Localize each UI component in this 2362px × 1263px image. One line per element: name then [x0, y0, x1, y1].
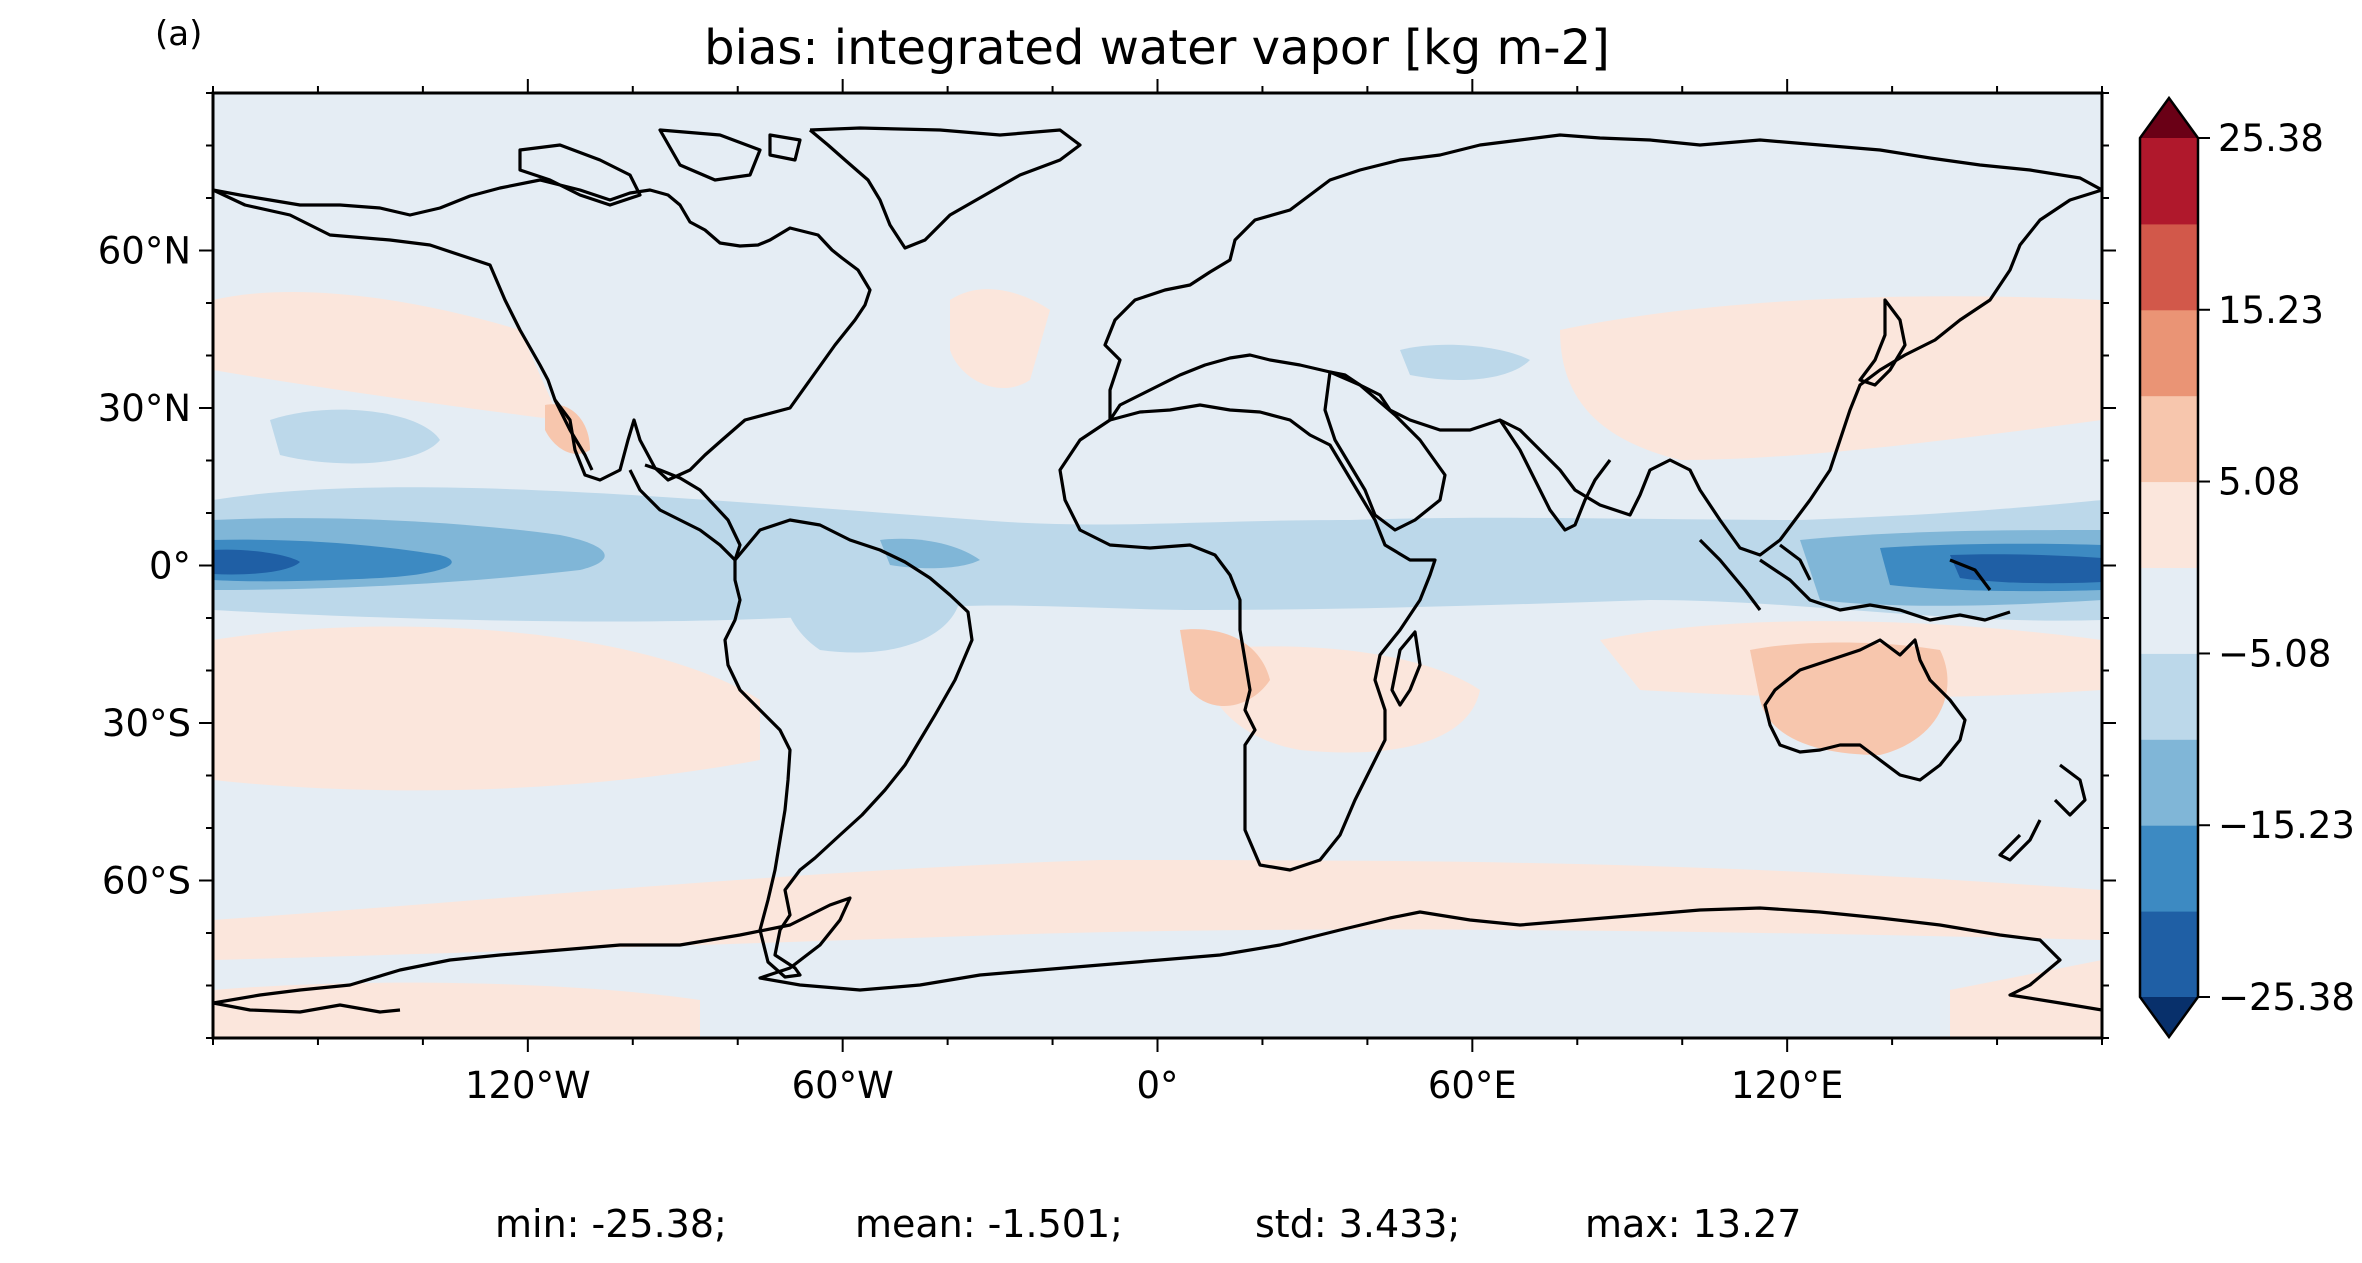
lon-tick-label: 60°E [1428, 1064, 1517, 1107]
colorbar-tick-label: −5.08 [2218, 632, 2331, 675]
coastline-north-america [213, 178, 872, 482]
colorbar-level [2140, 138, 2198, 225]
coastline-indonesia [1698, 538, 2011, 622]
bias-patch [213, 982, 700, 1038]
bias-patch [1950, 554, 2102, 584]
lon-tick-label: 120°W [465, 1064, 591, 1107]
coastline-south-america [723, 518, 974, 979]
lon-ticks: 120°W 60°W 0° 60°E 120°E [212, 79, 2103, 1107]
colorbar-extend-max [2140, 98, 2198, 138]
bias-patch [1400, 344, 1530, 380]
coastline-india [1498, 419, 1612, 532]
lon-tick-label: 120°E [1731, 1064, 1844, 1107]
coastline-arctic-islands [518, 128, 802, 207]
stat-min: min: -25.38; [495, 1202, 727, 1246]
bias-field [213, 93, 2102, 1038]
coastlines [213, 126, 2102, 1014]
lat-tick-label: 30°S [102, 702, 191, 745]
colorbar-tick-label: 25.38 [2218, 117, 2324, 160]
lon-tick-label: 0° [1136, 1064, 1178, 1107]
coastline-australia [1763, 638, 1967, 782]
bias-patch [213, 291, 560, 420]
stat-max: max: 13.27 [1585, 1202, 1801, 1246]
colorbar: 25.38 15.23 5.08 −5.08 −15.23 −25.38 [2138, 95, 2355, 1040]
chart-title: bias: integrated water vapor [kg m-2] [704, 20, 1610, 76]
colorbar-level [2140, 223, 2198, 311]
colorbar-level [2140, 825, 2198, 912]
coastline-antarctic-peninsula [213, 1001, 401, 1014]
lat-tick-label: 60°N [98, 230, 191, 273]
bias-patch [1200, 646, 1480, 753]
lat-ticks: 60°N 30°N 0° 30°S 60°S [98, 92, 2116, 1039]
colorbar-level [2140, 481, 2198, 568]
lat-tick-label: 0° [149, 545, 191, 588]
coastline-new-zealand [1998, 763, 2087, 862]
colorbar-tick-label: −15.23 [2218, 804, 2355, 847]
coastline-arabia [1323, 370, 1447, 532]
colorbar-level [2140, 739, 2198, 826]
colorbar-level [2140, 395, 2198, 483]
lat-tick-label: 60°S [102, 860, 191, 903]
lon-tick-label: 60°W [792, 1064, 894, 1107]
coastline-africa [1058, 403, 1437, 872]
bias-patch [1180, 629, 1270, 707]
lat-tick-label: 30°N [98, 387, 191, 430]
bias-patch [1560, 296, 2102, 460]
colorbar-level [2140, 309, 2198, 397]
colorbar-level [2140, 653, 2198, 740]
coastline-antarctica [213, 896, 2102, 1012]
stat-mean: mean: -1.501; [855, 1202, 1123, 1246]
coastline-greenland [808, 126, 1082, 250]
colorbar-tick-label: 15.23 [2218, 289, 2324, 332]
bias-patch [950, 289, 1050, 389]
bias-patch [213, 549, 300, 575]
colorbar-tick-label: 5.08 [2218, 461, 2300, 504]
coastline-europe-asia [1103, 133, 2102, 557]
bias-patch [780, 566, 960, 653]
bias-patch [213, 626, 760, 791]
colorbar-level [2140, 567, 2198, 654]
bias-patch [270, 409, 440, 464]
coastline-madagascar [1390, 630, 1422, 707]
bias-patch [213, 860, 2102, 960]
panel-label: (a) [155, 14, 202, 54]
colorbar-level [2140, 911, 2198, 998]
bias-patches [213, 289, 2102, 1038]
stat-std: std: 3.433; [1255, 1202, 1460, 1246]
colorbar-tick-label: −25.38 [2218, 976, 2355, 1019]
colorbar-extend-min [2140, 997, 2198, 1037]
coastline-japan [1858, 298, 1907, 387]
coastline-baja [553, 399, 594, 471]
